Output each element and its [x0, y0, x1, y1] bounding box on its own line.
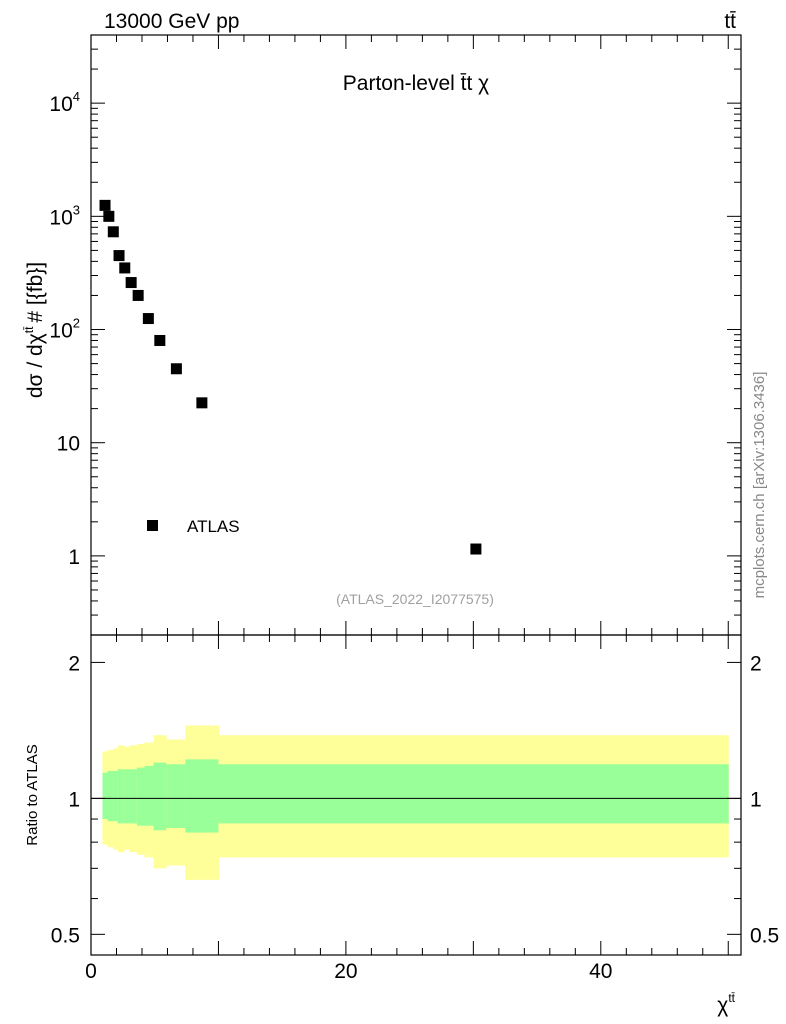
inner-band-bin: [124, 769, 130, 824]
x-axis-label: χtt̄: [717, 991, 735, 1017]
ratio-y-tick-label-left: 2: [68, 652, 80, 675]
energy-label: 13000 GeV pp: [104, 10, 239, 33]
y-tick-label: 10: [57, 433, 80, 456]
x-tick-label: 40: [589, 960, 612, 983]
inner-band-bin: [166, 764, 186, 828]
inner-band-bin: [218, 764, 729, 824]
ratio-y-tick-label-left: 1: [68, 788, 80, 811]
x-tick-label: 0: [85, 960, 97, 983]
y-tick-label: 104: [49, 89, 80, 116]
x-tick-label: 20: [334, 960, 357, 983]
ratio-y-tick-label-left: 0.5: [51, 924, 80, 947]
data-points: [99, 199, 482, 555]
y-tick-label: 1: [68, 546, 80, 569]
data-point: [132, 289, 144, 301]
analysis-id: (ATLAS_2022_I2077575): [336, 591, 494, 607]
data-point: [107, 226, 119, 238]
inner-band-bin: [129, 769, 138, 824]
legend-label: ATLAS: [187, 517, 240, 536]
inner-band-bin: [136, 767, 146, 826]
ratio-bands: [102, 725, 729, 880]
main-y-axis-label: dσ / dχtt̄ # [{fb}]: [22, 262, 47, 398]
ratio-y-tick-label-right: 2: [750, 652, 762, 675]
watermark: mcplots.cern.ch [arXiv:1306.3436]: [751, 372, 768, 599]
y-tick-label: 102: [49, 316, 80, 343]
data-point: [113, 250, 125, 262]
inner-band-bin: [113, 770, 119, 822]
data-point: [154, 334, 166, 346]
ratio-panel: 0.5 0.51 12 2 0 20 40 Ratio to ATLAS χtt̄: [24, 35, 779, 1017]
data-point: [170, 363, 182, 375]
y-label-sup: tt̄: [22, 326, 36, 333]
y-label-suffix: # [{fb}]: [24, 262, 47, 323]
ratio-frame: [90, 634, 742, 956]
x-label-main: χ: [717, 994, 728, 1017]
ratio-y-tick-label-right: 0.5: [750, 924, 779, 947]
x-label-sup: tt̄: [728, 991, 735, 1005]
chart-title: Parton-level t̄t χ: [343, 72, 489, 95]
inner-band-bin: [153, 762, 167, 831]
data-point: [125, 277, 137, 289]
inner-band-bin: [144, 765, 154, 826]
inner-band-bin: [102, 772, 109, 820]
data-point: [103, 210, 115, 222]
data-point: [196, 397, 208, 409]
process-label: tt̄: [724, 10, 736, 33]
data-point: [142, 313, 154, 325]
ratio-y-label: Ratio to ATLAS: [24, 744, 41, 845]
legend-marker: [147, 520, 158, 531]
data-point: [99, 199, 111, 211]
main-frame: [90, 34, 742, 636]
data-point: [470, 543, 482, 555]
main-y-ticks: 1 10 102 103 104: [49, 34, 741, 636]
inner-band-bin: [107, 770, 114, 822]
inner-band-bin: [185, 759, 219, 833]
ratio-y-ticks: 0.5 0.5 1 1 2 2: [51, 652, 779, 947]
main-panel: 1 10 102 103 104 Parton-level t̄t χ ATLAS (A…: [22, 34, 742, 636]
svg-text:dσ / dχtt̄# [{fb}]: dσ / dχtt̄ # [{fb}]: [22, 262, 47, 398]
inner-band-bin: [117, 769, 125, 824]
ratio-y-tick-label-right: 1: [750, 788, 762, 811]
x-ticks: 0 20 40: [85, 35, 729, 983]
legend: ATLAS: [147, 517, 240, 536]
data-point: [119, 262, 131, 274]
y-label-main: dσ / dχ: [24, 333, 47, 398]
y-tick-label: 103: [49, 202, 80, 229]
